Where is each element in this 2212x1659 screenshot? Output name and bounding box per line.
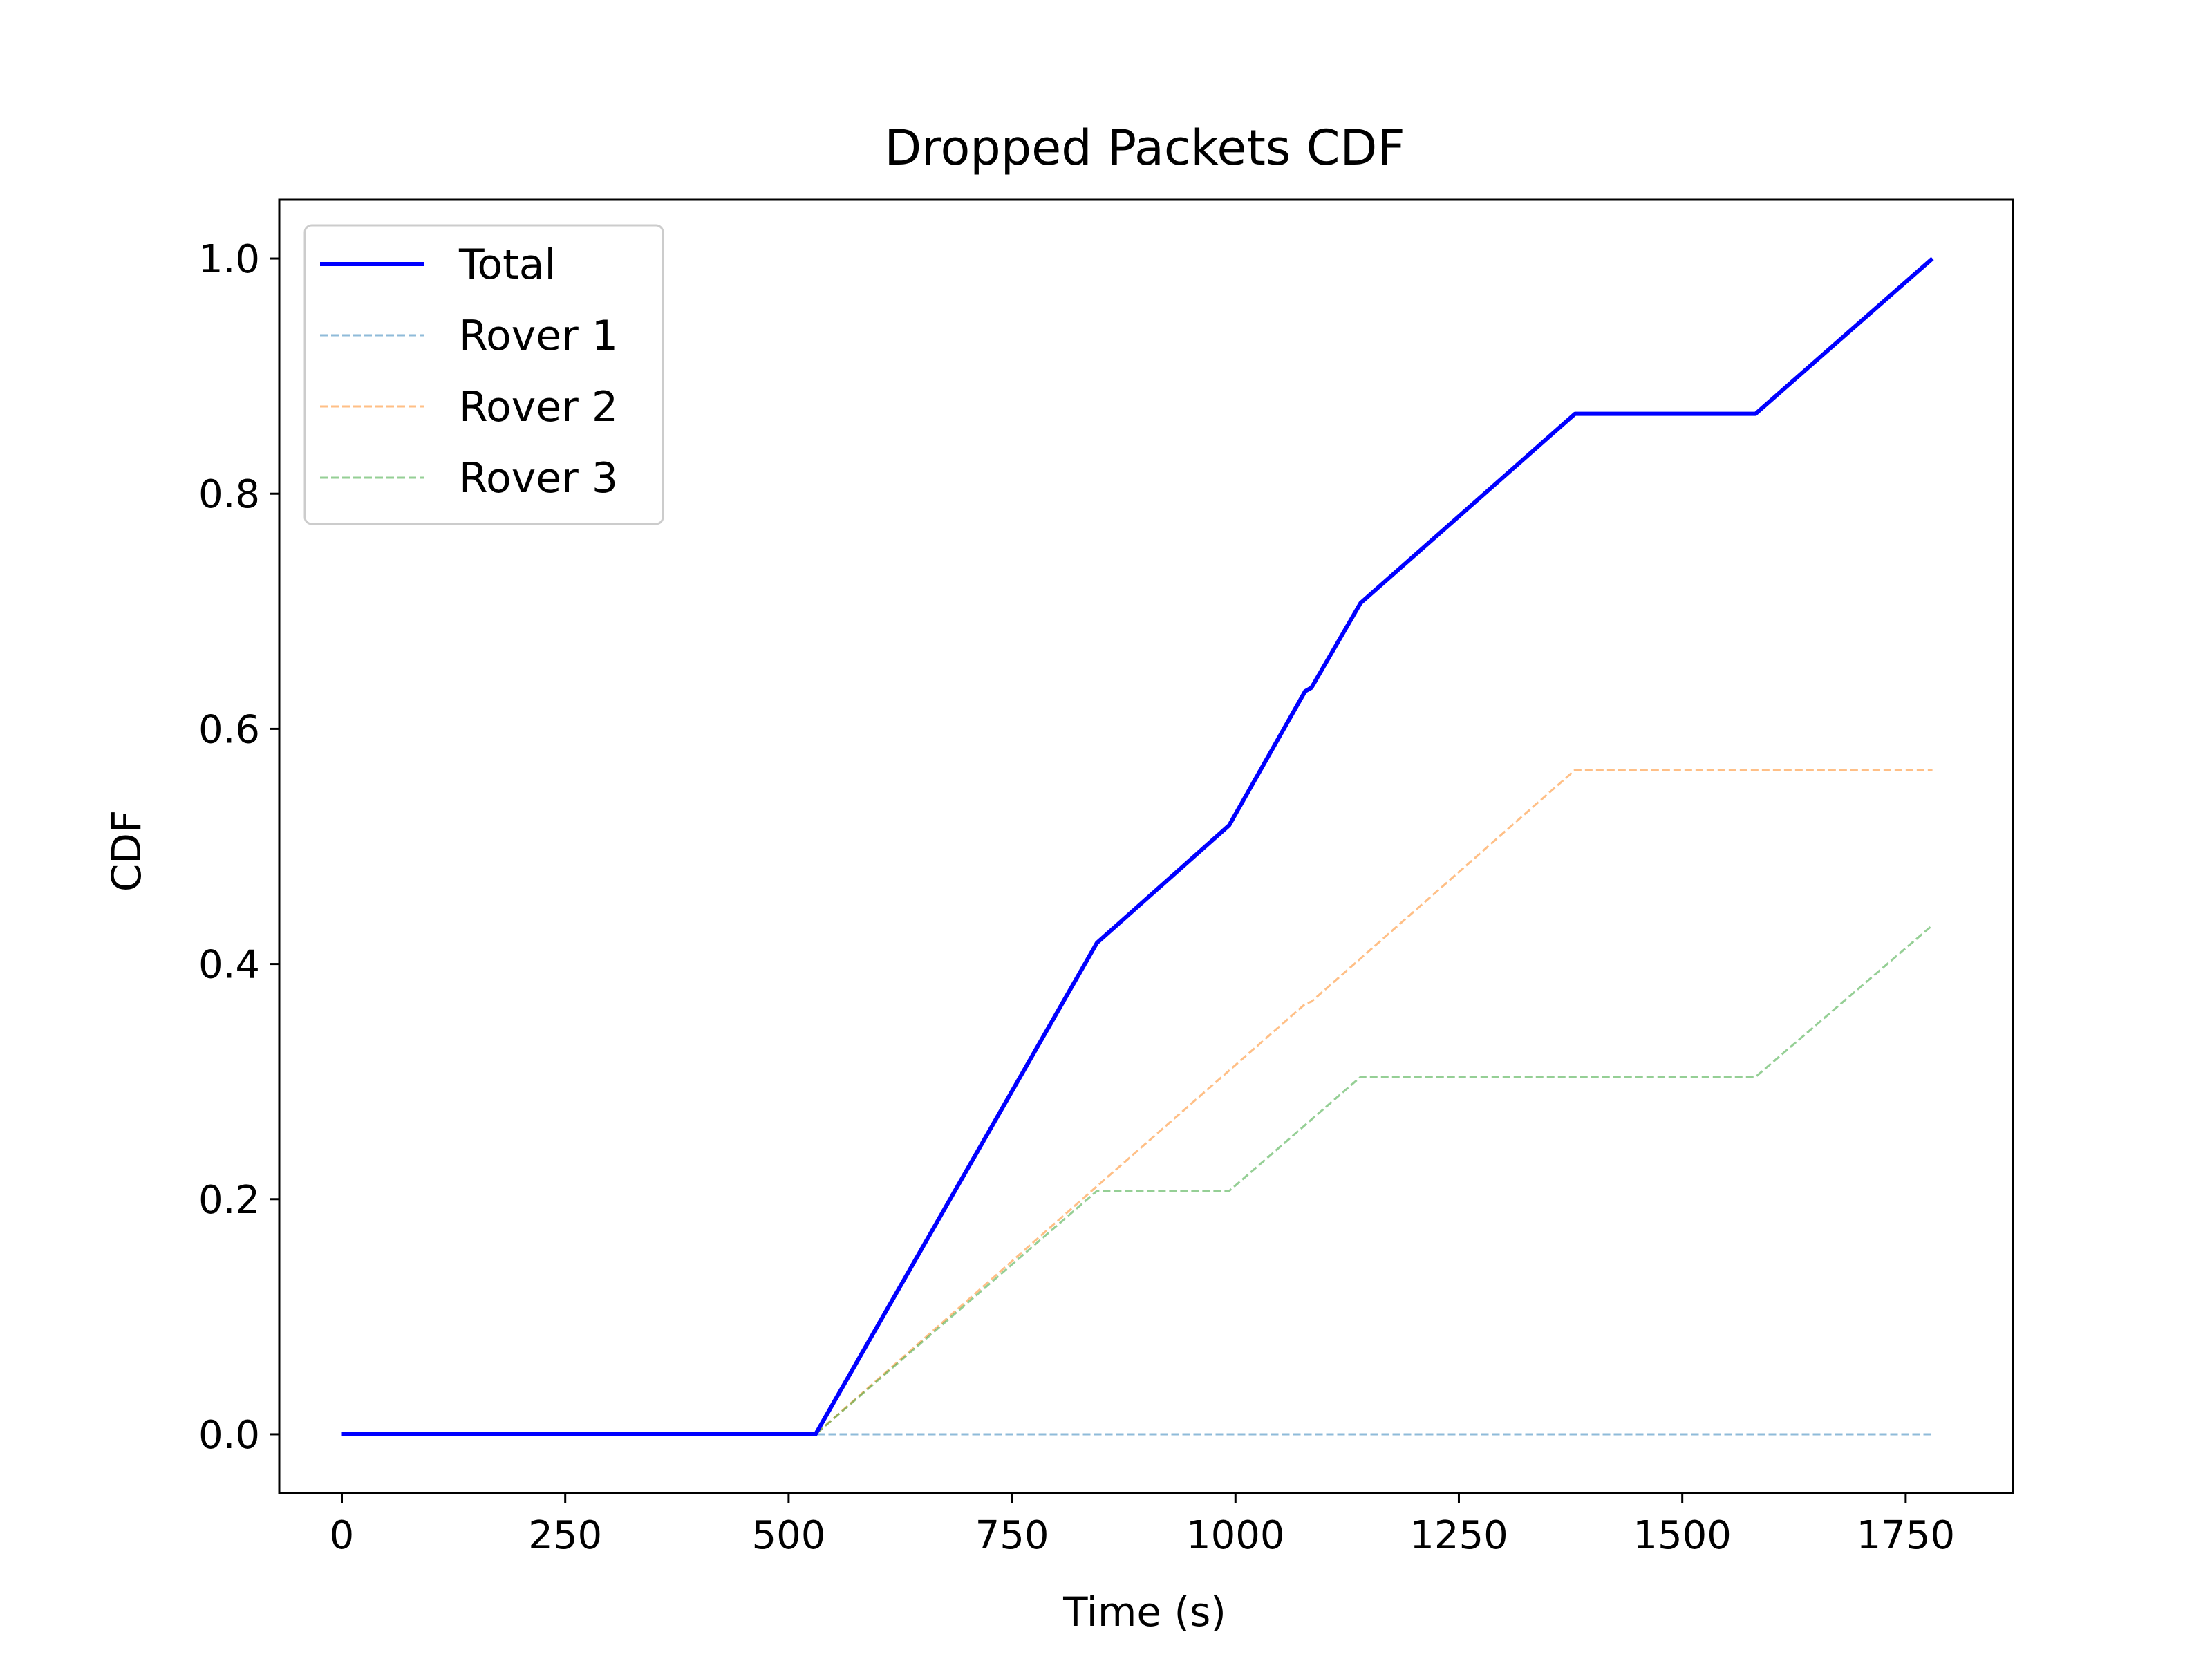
- y-tick-label: 0.6: [198, 707, 260, 752]
- x-tick-label: 1250: [1409, 1513, 1508, 1558]
- legend: Total Rover 1 Rover 2 Rover 3: [303, 224, 664, 525]
- legend-label-rover-2: Rover 2: [459, 383, 618, 431]
- y-axis: 0.0 0.2 0.4 0.6 0.8 1.0: [198, 237, 279, 1458]
- x-tick-label: 1750: [1857, 1513, 1956, 1558]
- series-line-rover-3: [341, 924, 1933, 1436]
- series-line-total: [341, 256, 1934, 1436]
- series-layer: [341, 256, 1934, 1436]
- plot-frame: [278, 198, 2014, 1494]
- series-line-rover-2: [341, 769, 1933, 1436]
- y-tick-label: 0.2: [198, 1178, 260, 1223]
- x-tick-label: 250: [528, 1513, 602, 1558]
- legend-label-rover-1: Rover 1: [459, 312, 618, 360]
- y-tick-label: 0.4: [198, 943, 260, 988]
- legend-label-total: Total: [458, 241, 556, 289]
- y-tick-label: 0.8: [198, 472, 260, 517]
- y-axis-label: CDF: [103, 810, 150, 892]
- x-axis: 0 250 500 750 1000 1250 1500 1750: [330, 1493, 1955, 1558]
- x-tick-label: 750: [975, 1513, 1049, 1558]
- x-tick-label: 1000: [1186, 1513, 1285, 1558]
- legend-frame: [303, 224, 664, 525]
- x-tick-label: 1500: [1633, 1513, 1732, 1558]
- y-tick-label: 1.0: [198, 237, 260, 282]
- x-tick-label: 0: [330, 1513, 355, 1558]
- legend-label-rover-3: Rover 3: [459, 454, 618, 503]
- chart-title: Dropped Packets CDF: [884, 120, 1405, 176]
- x-tick-label: 500: [751, 1513, 825, 1558]
- y-tick-label: 0.0: [198, 1413, 260, 1458]
- x-axis-label: Time (s): [1062, 1588, 1226, 1635]
